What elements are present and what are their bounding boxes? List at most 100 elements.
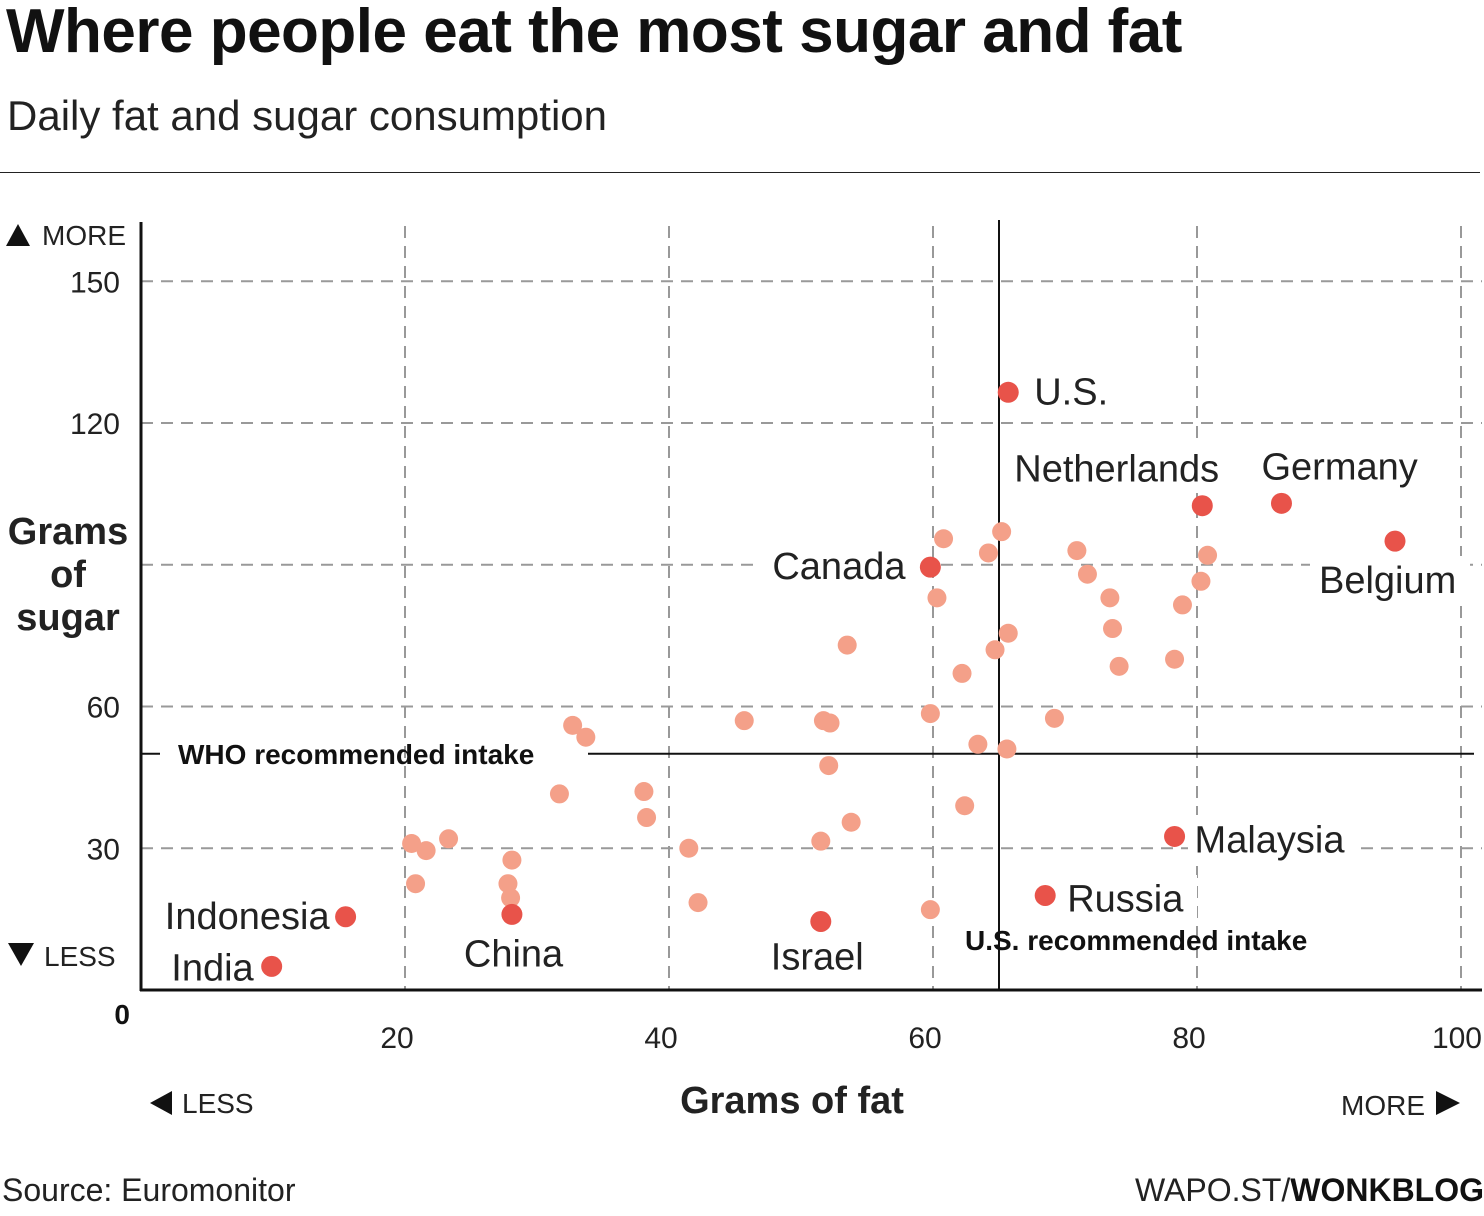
data-point bbox=[968, 734, 988, 754]
data-point bbox=[985, 640, 1005, 660]
data-point bbox=[549, 784, 569, 804]
label-knockout bbox=[1188, 815, 1358, 863]
data-point bbox=[1198, 545, 1218, 565]
point-label: China bbox=[464, 933, 564, 975]
data-point bbox=[820, 713, 840, 733]
data-point bbox=[927, 588, 947, 608]
data-point bbox=[576, 727, 596, 747]
y-axis-title-word: of bbox=[50, 554, 86, 596]
point-label: Israel bbox=[771, 936, 864, 978]
y-more-label: MORE bbox=[42, 220, 126, 251]
point-label: India bbox=[171, 947, 254, 989]
data-points bbox=[261, 381, 1406, 977]
origin-label: 0 bbox=[114, 999, 130, 1030]
data-point bbox=[439, 829, 459, 849]
data-point-highlight bbox=[1270, 492, 1292, 514]
chart-subtitle: Daily fat and sugar consumption bbox=[7, 92, 607, 139]
data-point bbox=[679, 838, 699, 858]
data-point bbox=[997, 739, 1017, 759]
data-point bbox=[992, 522, 1012, 542]
x-less-label: LESS bbox=[182, 1088, 254, 1119]
data-point-highlight bbox=[501, 903, 523, 925]
label-knockout bbox=[1062, 875, 1197, 923]
point-labels: U.S. Netherlands Germany Belgium Canada Malay… bbox=[165, 371, 1457, 989]
data-point bbox=[637, 808, 657, 828]
data-point bbox=[811, 831, 831, 851]
data-point bbox=[498, 874, 518, 894]
data-point bbox=[563, 715, 583, 735]
label-knockout bbox=[158, 941, 258, 991]
data-point bbox=[920, 704, 940, 724]
y-tick-label: 60 bbox=[87, 692, 120, 725]
data-point bbox=[978, 543, 998, 563]
triangle-up-icon bbox=[6, 224, 30, 246]
data-point-highlight bbox=[261, 955, 283, 977]
data-point bbox=[501, 888, 521, 908]
data-point bbox=[502, 850, 522, 870]
point-label: Indonesia bbox=[165, 896, 331, 938]
data-point bbox=[688, 893, 708, 913]
data-point bbox=[1067, 541, 1087, 561]
data-point bbox=[634, 782, 654, 802]
label-knockout bbox=[1310, 556, 1470, 606]
data-point bbox=[920, 900, 940, 920]
data-point-highlight bbox=[1384, 530, 1406, 552]
data-point bbox=[1172, 595, 1192, 615]
data-point bbox=[406, 874, 426, 894]
y-axis-title: Grams of sugar bbox=[8, 511, 128, 639]
data-point bbox=[837, 635, 857, 655]
data-point-highlight bbox=[335, 906, 357, 928]
data-point-highlight bbox=[1191, 495, 1213, 517]
data-point-highlight bbox=[810, 910, 832, 932]
point-label: Germany bbox=[1261, 446, 1417, 488]
chart-title: Where people eat the most sugar and fat bbox=[6, 0, 1182, 66]
triangle-right-icon bbox=[1436, 1091, 1460, 1115]
grid-lines bbox=[141, 226, 1482, 991]
credit-prefix: WAPO.ST/ bbox=[1134, 1172, 1291, 1208]
point-label: Russia bbox=[1067, 879, 1184, 921]
us-line-label: U.S. recommended intake bbox=[965, 925, 1307, 956]
y-less-label: LESS bbox=[44, 941, 116, 972]
label-knockout bbox=[1005, 445, 1240, 493]
triangle-left-icon bbox=[150, 1091, 172, 1115]
credit-brand: WONKBLOG bbox=[1290, 1172, 1484, 1208]
data-point-highlight bbox=[1164, 825, 1186, 847]
y-tick-label: 30 bbox=[87, 833, 120, 866]
x-axis-title: Grams of fat bbox=[680, 1080, 904, 1122]
data-point bbox=[955, 796, 975, 816]
x-tick-label: 80 bbox=[1172, 1022, 1205, 1055]
point-label: U.S. bbox=[1034, 371, 1108, 413]
label-knockout bbox=[460, 930, 578, 978]
data-point bbox=[998, 623, 1018, 643]
triangle-down-icon bbox=[8, 943, 34, 966]
y-axis-title-word: Grams bbox=[8, 511, 128, 553]
point-label: Belgium bbox=[1319, 560, 1456, 602]
y-tick-label: 150 bbox=[70, 266, 120, 299]
data-point bbox=[952, 663, 972, 683]
data-point bbox=[1165, 649, 1185, 669]
data-point bbox=[402, 834, 422, 854]
data-point bbox=[1103, 619, 1123, 639]
label-knockout bbox=[150, 893, 335, 943]
data-point bbox=[1100, 588, 1120, 608]
source-note: Source: Euromonitor bbox=[2, 1172, 296, 1208]
data-point bbox=[819, 756, 839, 776]
data-point bbox=[734, 711, 754, 731]
data-point bbox=[934, 529, 954, 549]
data-point-highlight bbox=[1034, 885, 1056, 906]
data-point bbox=[1191, 571, 1211, 591]
data-point bbox=[841, 812, 861, 832]
x-tick-label: 40 bbox=[644, 1022, 677, 1055]
y-tick-label: 120 bbox=[70, 408, 120, 441]
title-divider bbox=[0, 172, 1480, 173]
point-label: Malaysia bbox=[1195, 819, 1346, 861]
who-line-label: WHO recommended intake bbox=[178, 739, 534, 770]
data-point bbox=[1077, 564, 1097, 584]
data-point-highlight bbox=[997, 381, 1019, 403]
reference-lines: WHO recommended intake U.S. recommended i… bbox=[141, 220, 1474, 990]
x-tick-label: 20 bbox=[380, 1022, 413, 1055]
point-label: Canada bbox=[772, 546, 906, 588]
point-label: Netherlands bbox=[1014, 449, 1219, 491]
data-point-highlight bbox=[919, 556, 941, 578]
